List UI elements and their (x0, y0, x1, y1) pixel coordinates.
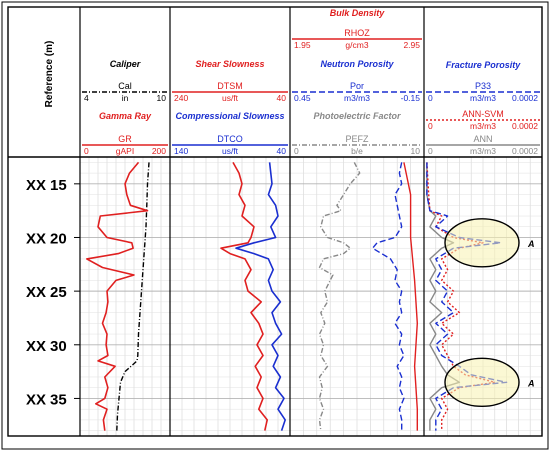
curve-title: Neutron Porosity (320, 59, 394, 69)
curve-title: Photoelectric Factor (313, 111, 401, 121)
curve-unit: b/e (351, 146, 363, 156)
curve-scale-max: 0.0002 (512, 121, 538, 131)
depth-label-prefix: XX (26, 177, 46, 194)
curve-gr (86, 161, 149, 431)
curve-unit: us/ft (222, 93, 239, 103)
curve-ann (426, 162, 461, 431)
curve-mnemonic: GR (118, 134, 132, 144)
curve-scale-min: 0 (428, 146, 433, 156)
curve-scale-max: 2.95 (403, 40, 420, 50)
curve-scale-min: 4 (84, 93, 89, 103)
curve-scale-max: 10 (157, 93, 167, 103)
curve-title: Caliper (110, 59, 141, 69)
curve-scale-min: 140 (174, 146, 188, 156)
curve-scale-min: 1.95 (294, 40, 311, 50)
curve-title: Shear Slowness (195, 59, 264, 69)
curve-mnemonic: Por (350, 81, 364, 91)
curve-scale-max: -0.15 (401, 93, 421, 103)
annotation-label: A (527, 239, 535, 249)
curve-scale-min: 0 (294, 146, 299, 156)
curve-scale-min: 0 (428, 121, 433, 131)
curve-mnemonic: ANN (473, 134, 492, 144)
outer-border (7, 6, 543, 437)
depth-label-value: 20 (50, 230, 67, 247)
curve-mnemonic: DTSM (217, 81, 243, 91)
curve-scale-max: 10 (411, 146, 421, 156)
curve-mnemonic: ANN-SVM (462, 109, 504, 119)
curve-scale-max: 40 (277, 146, 287, 156)
curve-scale-max: 40 (277, 93, 287, 103)
depth-label-value: 15 (50, 177, 67, 194)
curve-mnemonic: P33 (475, 81, 491, 91)
depth-label-prefix: XX (26, 338, 46, 355)
curve-scale-min: 0.45 (294, 93, 311, 103)
curve-dtsm (220, 162, 268, 431)
curve-mnemonic: Cal (118, 81, 132, 91)
track-headers: Caliper Cal 4 in 10 Gamma Ray GR 0 gAPI 200 Shear … (82, 8, 540, 156)
curve-unit: m3/m3 (470, 146, 496, 156)
curve-title: Compressional Slowness (175, 111, 284, 121)
depth-label-prefix: XX (26, 284, 46, 301)
depth-axis-title: Reference (m) (44, 41, 55, 108)
curve-pefz (318, 162, 361, 431)
curve-por (371, 162, 405, 431)
curve-mnemonic: RHOZ (344, 28, 370, 38)
curve-title: Gamma Ray (99, 111, 152, 121)
annotations: AA (444, 218, 535, 408)
annotation-label: A (527, 378, 535, 388)
depth-label-value: 35 (50, 391, 67, 408)
curve-scale-min: 240 (174, 93, 188, 103)
curve-title: Bulk Density (330, 8, 386, 18)
curve-unit: m3/m3 (470, 121, 496, 131)
curve-rhoz (403, 162, 418, 431)
depth-label-prefix: XX (26, 230, 46, 247)
annotation-ellipse (444, 357, 520, 408)
annotation-ellipse (444, 218, 520, 268)
curve-scale-max: 0.0002 (512, 93, 538, 103)
curve-scale-min: 0 (84, 146, 89, 156)
curve-scale-max: 0.0002 (512, 146, 538, 156)
curve-cal (116, 162, 150, 431)
curve-unit: gAPI (116, 146, 134, 156)
curve-mnemonic: PEFZ (345, 134, 369, 144)
depth-label-value: 30 (50, 338, 67, 355)
curve-dtco (235, 162, 286, 431)
curve-title: Fracture Porosity (446, 60, 522, 70)
curve-unit: m3/m3 (344, 93, 370, 103)
curve-unit: g/cm3 (345, 40, 368, 50)
curve-mnemonic: DTCO (217, 134, 243, 144)
curve-scale-min: 0 (428, 93, 433, 103)
depth-label-prefix: XX (26, 391, 46, 408)
curve-unit: in (122, 93, 129, 103)
depth-label-value: 25 (50, 284, 67, 301)
curve-unit: us/ft (222, 146, 239, 156)
curve-unit: m3/m3 (470, 93, 496, 103)
curve-scale-max: 200 (152, 146, 166, 156)
